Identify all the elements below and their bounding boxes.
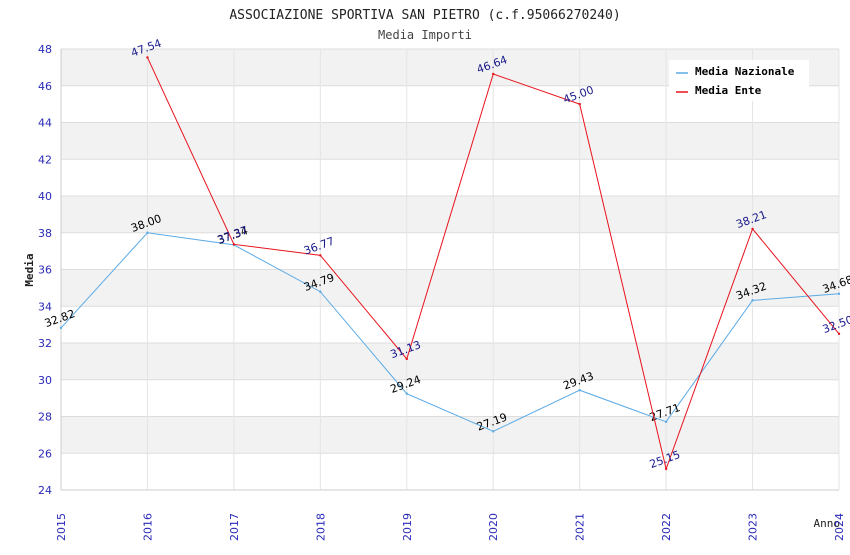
data-point (751, 227, 754, 231)
data-point (578, 102, 581, 106)
x-axis-label: Anno (814, 517, 841, 530)
y-tick-label: 40 (38, 190, 52, 203)
data-point (232, 243, 236, 246)
legend-label-ente: Media Ente (695, 84, 762, 97)
data-point (319, 290, 322, 293)
grid-band (61, 416, 839, 454)
data-point (837, 292, 841, 295)
grid-band (61, 196, 839, 233)
x-tick-label: 2016 (141, 513, 154, 541)
data-point (492, 430, 495, 433)
grid-band (61, 379, 839, 417)
chart-subtitle: Media Importi (378, 28, 472, 42)
data-point (492, 72, 495, 76)
data-point (664, 467, 668, 471)
y-tick-label: 38 (38, 227, 52, 240)
y-tick-label: 28 (38, 411, 52, 424)
x-tick-label: 2019 (401, 513, 414, 541)
x-tick-label: 2017 (228, 513, 241, 541)
legend-box (669, 60, 809, 101)
y-tick-label: 26 (38, 447, 52, 460)
x-tick-label: 2018 (314, 513, 327, 541)
data-point (319, 254, 322, 257)
y-axis-label: Media (23, 253, 36, 286)
y-tick-label: 42 (38, 153, 52, 166)
legend-label-nazionale: Media Nazionale (695, 65, 795, 78)
grid-band (61, 453, 839, 490)
y-tick-label: 48 (38, 43, 52, 56)
y-tick-label: 24 (38, 484, 52, 497)
y-tick-label: 46 (38, 80, 52, 93)
series-line-nazionale (60, 232, 840, 432)
y-tick-label: 30 (38, 374, 52, 387)
legend: Media Nazionale Media Ente (669, 60, 809, 101)
x-tick-label: 2022 (660, 513, 673, 541)
x-tick-label: 2015 (55, 513, 68, 541)
grid-band (61, 306, 839, 343)
x-tick-label: 2023 (747, 513, 760, 541)
grid-band (61, 269, 839, 307)
data-point (405, 392, 408, 395)
x-tick-label: 2020 (487, 513, 500, 541)
grid-band (61, 159, 839, 196)
data-point (837, 332, 841, 336)
data-point (146, 231, 149, 234)
grid-band (61, 232, 839, 270)
data-point (59, 326, 63, 330)
grid-band (61, 122, 839, 160)
data-point (578, 389, 581, 392)
y-tick-label: 36 (38, 264, 52, 277)
x-tick-label: 2021 (574, 513, 587, 541)
data-point (146, 56, 149, 59)
y-tick-label: 34 (38, 300, 52, 313)
chart-title: ASSOCIAZIONE SPORTIVA SAN PIETRO (c.f.95… (229, 8, 620, 23)
data-point (405, 357, 408, 361)
data-point (664, 420, 668, 424)
grid-band (61, 343, 839, 380)
data-point (751, 299, 754, 302)
y-tick-label: 44 (38, 117, 52, 130)
x-tick-label: 2024 (833, 513, 846, 541)
y-tick-label: 32 (38, 337, 52, 350)
